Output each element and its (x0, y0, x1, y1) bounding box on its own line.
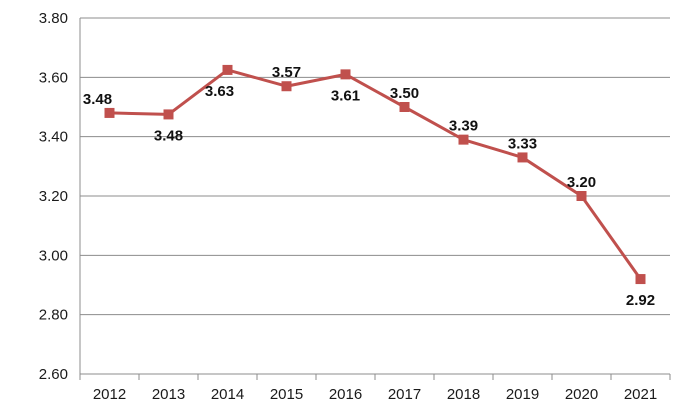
y-tick-label: 3.60 (39, 69, 68, 86)
data-point-marker (399, 102, 410, 112)
data-point-marker (517, 152, 528, 163)
axes (79, 18, 671, 380)
y-tick-label: 3.20 (39, 188, 68, 205)
y-tick-label: 3.00 (39, 247, 68, 264)
data-point-marker (281, 81, 292, 92)
data-labels: 3.48 3.48 3.63 3.57 3.61 3.50 3.39 3.33 3.20 2.92 (83, 64, 655, 309)
x-tick-label: 2018 (447, 386, 480, 403)
data-label: 3.48 (83, 91, 112, 108)
data-label: 3.33 (508, 135, 537, 152)
data-label: 2.92 (626, 292, 655, 309)
x-tick-label: 2013 (152, 386, 185, 403)
x-tick-label: 2014 (211, 386, 244, 403)
data-label: 3.63 (205, 83, 234, 100)
x-tick-label: 2017 (388, 386, 421, 403)
data-point-marker (458, 134, 469, 145)
x-tick-labels: 2012 2013 2014 2015 2016 2017 2018 2019 2020 2021 (93, 386, 657, 403)
data-point-marker (163, 109, 174, 120)
x-tick-label: 2015 (270, 386, 303, 403)
data-label: 3.20 (567, 174, 596, 191)
y-tick-label: 3.80 (39, 10, 68, 27)
x-tick-label: 2021 (624, 386, 657, 403)
data-point-marker (104, 107, 115, 118)
y-tick-label: 2.60 (39, 366, 68, 383)
gridlines (80, 17, 670, 375)
data-label: 3.48 (154, 127, 183, 144)
data-label: 3.39 (449, 118, 478, 135)
data-point-marker (635, 274, 646, 285)
data-point-marker (222, 64, 233, 75)
data-label: 3.50 (390, 85, 419, 102)
x-tick-label: 2012 (93, 386, 126, 403)
data-point-marker (340, 69, 351, 80)
series-plot (104, 64, 646, 285)
data-label: 3.57 (272, 64, 301, 81)
y-tick-labels: 2.60 2.80 3.00 3.20 3.40 3.60 3.80 (39, 10, 68, 383)
y-tick-label: 3.40 (39, 129, 68, 146)
x-tick-label: 2016 (329, 386, 362, 403)
data-point-marker (576, 191, 587, 201)
y-tick-label: 2.80 (39, 307, 68, 324)
data-label: 3.61 (331, 87, 360, 104)
series-line (109, 68, 642, 280)
x-tick-label: 2020 (565, 386, 598, 403)
x-tick-label: 2019 (506, 386, 539, 403)
